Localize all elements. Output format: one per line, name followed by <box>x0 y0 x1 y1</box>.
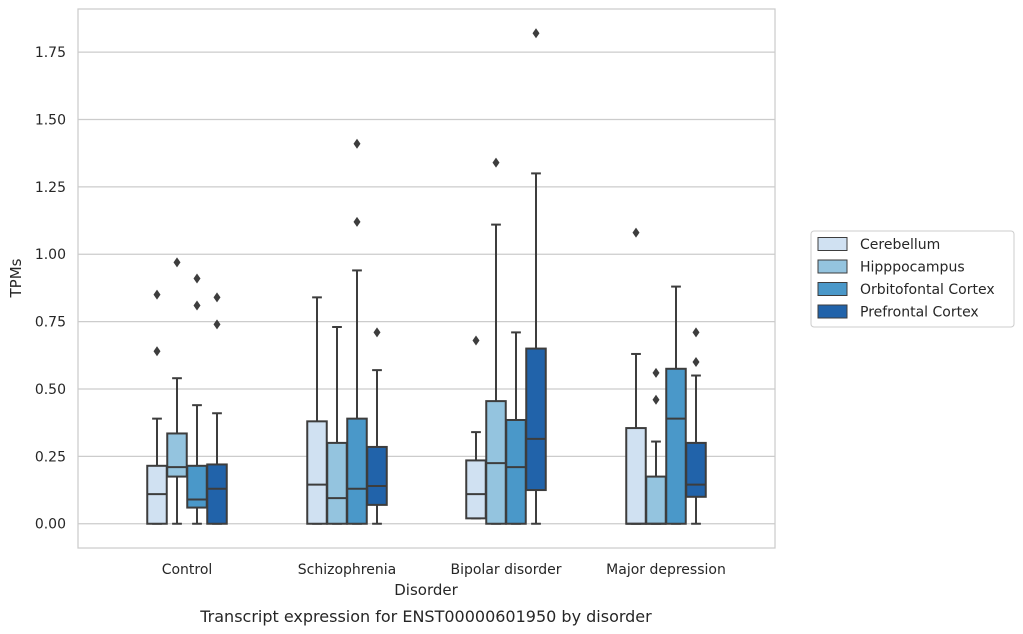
y-tick-label: 0.50 <box>35 382 66 398</box>
box-1-1 <box>326 326 348 525</box>
y-tick-label: 0.00 <box>35 517 66 533</box>
outlier-point <box>532 28 540 39</box>
box-1-2 <box>485 157 507 525</box>
outlier-point <box>652 367 660 378</box>
outlier-point <box>153 346 161 357</box>
box-0-2 <box>465 335 487 520</box>
outlier-point <box>353 216 361 227</box>
x-tick-label: Schizophrenia <box>298 562 396 578</box>
chart-caption: Transcript expression for ENST0000060195… <box>199 607 652 626</box>
box-body <box>525 347 547 492</box>
plot-frame <box>77 8 776 549</box>
x-tick-label: Control <box>162 562 213 578</box>
box-3-1 <box>366 327 388 525</box>
box-1-0 <box>166 257 188 525</box>
outlier-point <box>692 327 700 338</box>
outlier-point <box>492 157 500 168</box>
y-tick-label: 1.25 <box>35 180 66 196</box>
box-body <box>665 367 687 525</box>
legend-swatch <box>817 304 848 319</box>
x-tick-labels: Control Schizophrenia Bipolar disorder Majo… <box>162 562 726 578</box>
y-tick-labels: 0.00 0.25 0.50 0.75 1.00 1.25 1.50 1.75 <box>35 45 66 533</box>
box-body <box>186 464 208 509</box>
outlier-point <box>472 335 480 346</box>
box-body <box>206 463 228 525</box>
outlier-point <box>173 257 181 268</box>
box-body <box>465 459 487 520</box>
box-body <box>685 441 707 498</box>
box-2-2 <box>505 331 527 525</box>
outlier-point <box>353 138 361 149</box>
box-body <box>326 441 348 525</box>
legend-frame <box>810 230 1015 328</box>
x-axis-title: Disorder <box>394 581 458 599</box>
legend-swatch <box>817 259 848 274</box>
box-0-3 <box>625 227 647 525</box>
y-axis-title: TPMs <box>7 258 25 298</box>
box-body <box>346 417 368 525</box>
legend-swatch <box>817 237 848 251</box>
box-2-1 <box>346 138 368 525</box>
y-tick-label: 1.50 <box>35 112 66 128</box>
box-2-0 <box>186 273 208 525</box>
outlier-point <box>213 319 221 330</box>
x-tick-label: Major depression <box>606 562 726 578</box>
box-body <box>505 418 527 525</box>
outlier-point <box>213 292 221 303</box>
legend-label: Orbitofontal Cortex <box>860 282 995 298</box>
y-gridlines <box>78 51 775 525</box>
outlier-point <box>373 327 381 338</box>
box-3-0 <box>206 292 228 525</box>
outlier-point <box>632 227 640 238</box>
plot-area <box>146 28 707 525</box>
outlier-point <box>153 289 161 300</box>
box-body <box>645 475 667 525</box>
legend-swatch <box>817 282 848 296</box>
outlier-point <box>193 273 201 284</box>
box-body <box>366 445 388 506</box>
y-tick-label: 0.75 <box>35 315 66 331</box>
box-body <box>625 427 647 525</box>
box-1-3 <box>645 367 667 525</box>
box-0-1 <box>306 296 328 525</box>
legend-label: Prefrontal Cortex <box>860 305 979 321</box>
legend: Cerebellum Hipppocampus Orbitofontal Corte… <box>810 230 1015 328</box>
y-tick-label: 1.75 <box>35 45 66 61</box>
outlier-point <box>652 394 660 405</box>
box-3-3 <box>685 327 707 525</box>
box-0-0 <box>146 289 168 525</box>
box-body <box>306 420 328 525</box>
outlier-point <box>692 357 700 368</box>
legend-label: Hipppocampus <box>860 260 965 276</box>
x-tick-label: Bipolar disorder <box>450 562 561 578</box>
box-2-3 <box>665 285 687 525</box>
y-tick-label: 1.00 <box>35 247 66 263</box>
box-3-2 <box>525 28 547 525</box>
outlier-point <box>193 300 201 311</box>
y-tick-label: 0.25 <box>35 449 66 465</box>
box-body <box>166 432 188 478</box>
legend-label: Cerebellum <box>860 237 940 253</box>
